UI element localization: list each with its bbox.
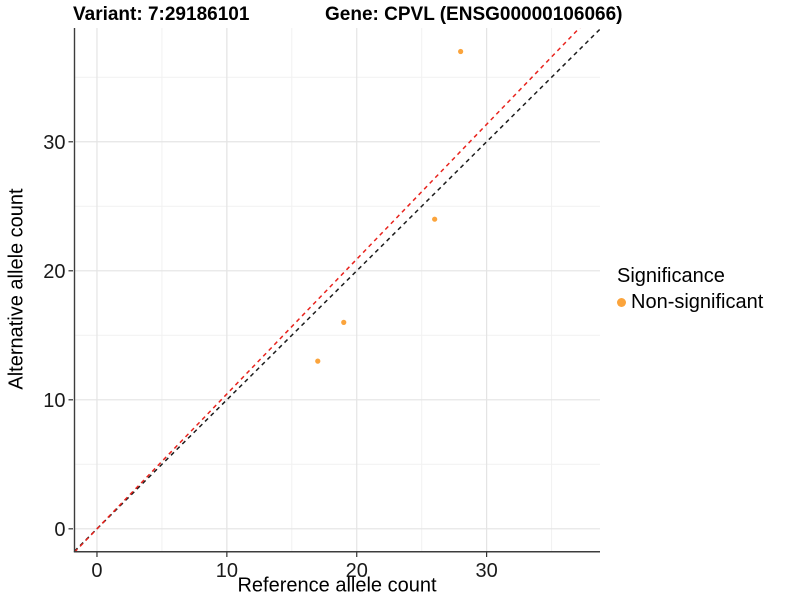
legend-title: Significance bbox=[617, 265, 725, 287]
x-tick-label: 10 bbox=[216, 560, 238, 582]
legend-item-label: Non-significant bbox=[631, 291, 764, 313]
data-point bbox=[458, 48, 464, 55]
data-point bbox=[315, 358, 321, 364]
x-tick-label: 30 bbox=[475, 560, 497, 582]
y-axis-title: Alternative allele count bbox=[5, 188, 28, 390]
legend-point-icon bbox=[617, 298, 626, 307]
y-tick-label: 20 bbox=[43, 261, 65, 283]
x-tick-label: 0 bbox=[91, 560, 102, 582]
plot-title-gene: Gene: CPVL (ENSG00000106066) bbox=[325, 4, 623, 25]
y-tick-label: 30 bbox=[43, 132, 65, 154]
data-point bbox=[341, 319, 347, 325]
x-tick-label: 20 bbox=[346, 560, 368, 582]
data-point bbox=[432, 216, 438, 222]
x-axis-title: Reference allele count bbox=[237, 574, 437, 597]
plot-title-variant: Variant: 7:29186101 bbox=[73, 4, 250, 25]
legend: Significance Non-significant bbox=[617, 265, 763, 314]
y-tick-label: 0 bbox=[54, 519, 65, 541]
expected-line bbox=[74, 28, 581, 551]
y-tick-label: 10 bbox=[43, 390, 65, 412]
identity-line bbox=[74, 28, 600, 551]
legend-item-non-significant: Non-significant bbox=[617, 291, 763, 314]
